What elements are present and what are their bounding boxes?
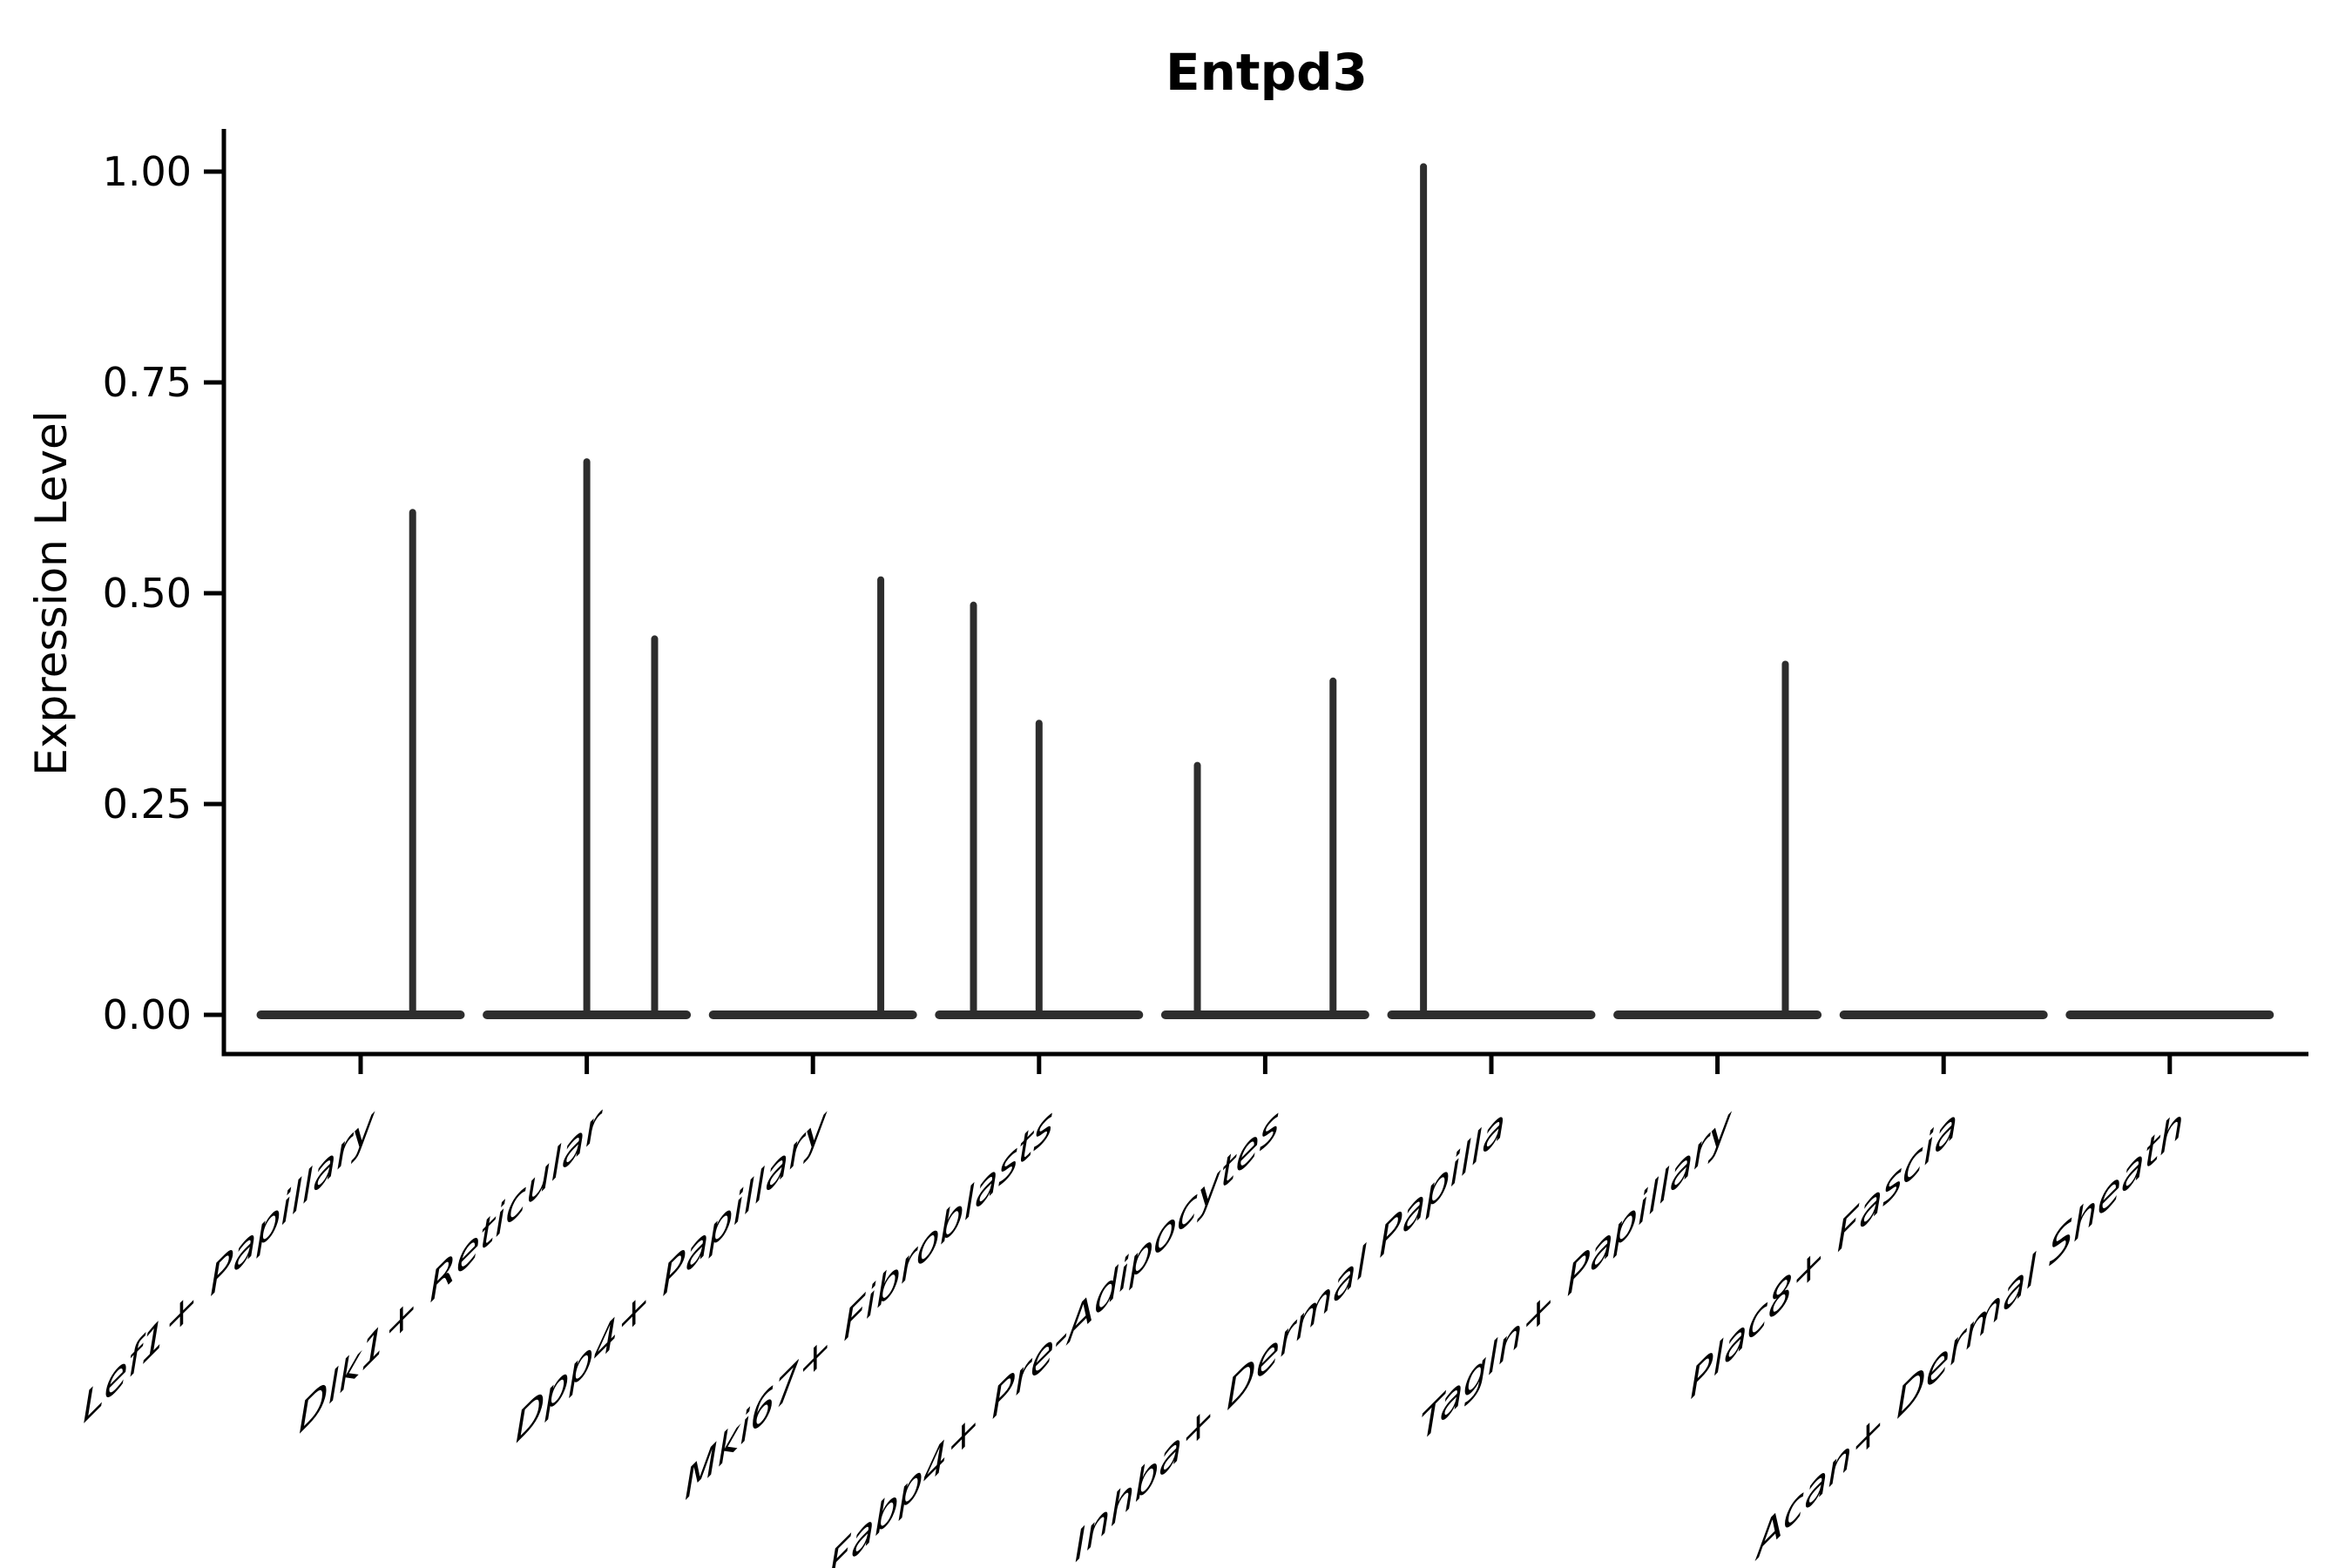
x-tick-label: Acan+ Dermal Sheath: [1754, 1097, 2183, 1568]
violin-base: [1839, 1010, 2048, 1019]
violin-base: [935, 1010, 1144, 1019]
y-tick-label: 1.00: [103, 148, 192, 195]
violin-base: [2065, 1010, 2274, 1019]
violin-base: [1387, 1010, 1596, 1019]
chart-title: Entpd3: [1166, 43, 1368, 102]
y-tick-label: 0.75: [103, 359, 192, 406]
x-tick-label: Inhba+ Dermal Papilla: [1074, 1097, 1505, 1568]
violin-base: [708, 1010, 917, 1019]
y-tick-label: 0.25: [103, 781, 192, 828]
y-tick-label: 0.00: [103, 991, 192, 1038]
x-tick-label: Mki67+ Fibroblasts: [685, 1097, 1053, 1511]
violin-base: [1613, 1010, 1822, 1019]
y-tick-label: 0.50: [103, 570, 192, 617]
y-axis-label: Expression Level: [26, 410, 77, 775]
violin-base: [483, 1010, 692, 1019]
violin-base: [1160, 1010, 1369, 1019]
violin-base: [256, 1010, 465, 1019]
x-tick-label: Fabp4+ Pre-Adipocytes: [828, 1097, 1279, 1568]
